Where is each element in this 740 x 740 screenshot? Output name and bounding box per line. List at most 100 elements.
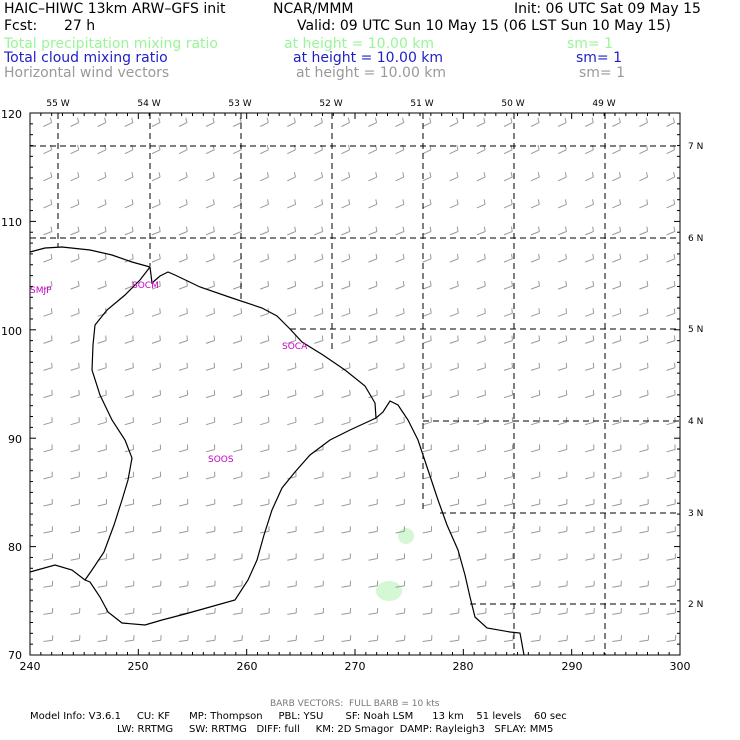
wind-barb-shaft [476, 231, 486, 236]
wind-barb-flag [213, 335, 216, 341]
wind-barb-shaft [70, 558, 80, 561]
wind-barb-shaft [260, 449, 270, 453]
wind-barb-shaft [584, 122, 594, 127]
wind-barb-shaft [449, 203, 459, 209]
wind-barb-shaft [314, 367, 324, 371]
wind-barb-flag [646, 226, 649, 232]
wind-barb-flag [429, 117, 432, 123]
wind-barb-shaft [70, 476, 80, 480]
wind-barb-shaft [530, 285, 540, 290]
wind-barb-shaft [503, 421, 513, 426]
wind-barb-shaft [232, 421, 242, 426]
wind-barb-shaft [585, 449, 595, 453]
wind-barb-shaft [205, 558, 215, 561]
lat-label: 2 N [688, 600, 703, 610]
wind-barb-shaft [151, 476, 161, 480]
wind-barb-shaft [530, 367, 540, 371]
wind-barb-shaft [666, 149, 675, 155]
wind-barb-shaft [639, 203, 648, 209]
wind-barb-shaft [70, 394, 80, 399]
wind-barb-shaft [503, 612, 513, 615]
lon-label: 50 W [501, 99, 524, 109]
wind-barb-flag [267, 253, 270, 259]
wind-barb-shaft [368, 503, 378, 507]
wind-barb-shaft [314, 258, 323, 263]
wind-barb-shaft [124, 612, 134, 615]
wind-barb-shaft [585, 394, 594, 399]
wind-barb-flag [565, 362, 568, 368]
wind-barb-shaft [97, 176, 107, 182]
wind-barb-shaft [557, 503, 568, 507]
wind-barb-flag [592, 308, 595, 314]
wind-barb-flag [78, 362, 80, 368]
wind-barb-flag [538, 362, 541, 368]
wind-barb-flag [402, 199, 405, 205]
lat-label: 6 N [688, 234, 703, 244]
wind-barb-shaft [151, 340, 161, 344]
wind-barb-shaft [395, 558, 405, 561]
wind-barb-shaft [666, 176, 675, 182]
wind-barb-shaft [666, 312, 676, 317]
station-labels: SMJP SOCM SOCA SOOS [30, 281, 308, 465]
wind-barb-shaft [97, 449, 107, 453]
wind-barb-shaft [557, 176, 567, 182]
wind-barb-shaft [503, 585, 513, 588]
wind-barb-flag [483, 172, 486, 178]
wind-barb-shaft [178, 421, 188, 426]
coastlines [29, 246, 525, 656]
wind-barb-shaft [666, 530, 676, 534]
wind-barb-shaft [232, 176, 242, 182]
wind-barb-shaft [43, 258, 53, 263]
wind-barb-shaft [43, 367, 53, 371]
wind-barb-shaft [232, 231, 242, 236]
wind-barb-flag [511, 281, 513, 287]
wind-barb-flag [78, 389, 80, 396]
wind-barb-flag [185, 199, 188, 205]
wind-barb-shaft [557, 530, 568, 534]
wind-barb-flag [132, 281, 134, 287]
wind-barb-shaft [666, 612, 676, 615]
wind-barb-flag [591, 117, 594, 123]
wind-barb-flag [212, 117, 215, 123]
wind-barb-shaft [232, 149, 242, 155]
wind-barb-flag [240, 308, 243, 314]
wind-barb-shaft [557, 312, 567, 317]
y-tick-label: 110 [1, 216, 22, 229]
wind-barb-shaft [124, 231, 134, 236]
x-tick-label: 250 [128, 660, 149, 673]
wind-barb-flag [673, 308, 676, 314]
model-title: HAIC–HIWC 13km ARW–GFS init [4, 1, 226, 17]
wind-barb-flag [321, 226, 324, 232]
wind-barb-shaft [422, 312, 432, 317]
org-label: NCAR/MMM [273, 1, 354, 17]
wind-barb-shaft [43, 285, 53, 290]
wind-barb-flag [374, 117, 378, 123]
wind-barb-shaft [43, 203, 52, 209]
wind-barb-flag [266, 144, 269, 150]
wind-barb-shaft [341, 585, 351, 588]
wind-barb-shaft [205, 231, 215, 236]
wind-barb-flag [321, 172, 324, 178]
wind-barb-flag [591, 172, 594, 178]
wind-barb-shaft [503, 639, 513, 642]
wind-barb-shaft [43, 231, 53, 236]
wind-barb-shaft [557, 367, 567, 371]
wind-barb-shaft [639, 340, 649, 344]
wind-barb-shaft [178, 149, 188, 155]
wind-barb-flag [348, 335, 351, 341]
wind-barb-shaft [666, 258, 675, 263]
wind-barb-flag [430, 362, 432, 368]
wind-barb-flag [619, 199, 622, 205]
wind-barb-shaft [205, 503, 215, 507]
wind-barb-shaft [666, 449, 676, 453]
wind-barb-flag [348, 199, 351, 205]
wind-barb-shaft [205, 476, 215, 480]
wind-barb-shaft [503, 530, 513, 534]
precip-patch [376, 581, 402, 601]
wind-barb-shaft [205, 612, 215, 615]
wind-barb-shaft [178, 449, 188, 453]
wind-barb-shaft [612, 585, 622, 588]
wind-barb-shaft [260, 203, 269, 209]
longitude-labels: 55 W 54 W 53 W 52 W 51 W 50 W 49 W [46, 99, 615, 109]
